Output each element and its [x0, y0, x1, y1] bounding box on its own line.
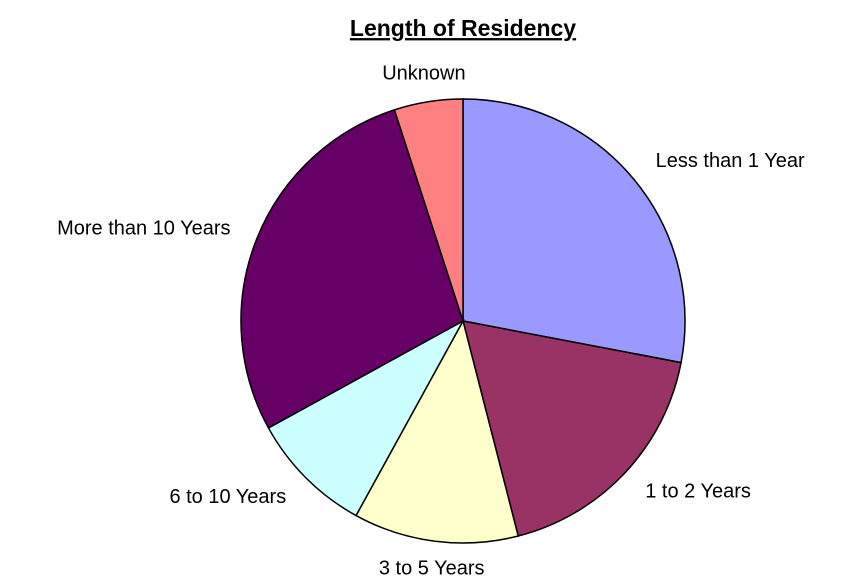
slice-label: Unknown — [382, 62, 465, 84]
slice-label: 3 to 5 Years — [379, 557, 485, 579]
slice-label: Less than 1 Year — [656, 150, 805, 172]
pie-slice — [240, 108, 464, 429]
pie-slice — [461, 320, 682, 537]
slice-label: 6 to 10 Years — [169, 486, 286, 508]
pie-slice — [267, 319, 465, 517]
pie-slice — [355, 318, 520, 544]
pie-slice — [393, 98, 464, 322]
pie-slice — [462, 98, 686, 364]
chart-title: Length of Residency — [350, 15, 576, 41]
slice-label: 1 to 2 Years — [645, 480, 751, 502]
slice-label: More than 10 Years — [57, 217, 230, 239]
